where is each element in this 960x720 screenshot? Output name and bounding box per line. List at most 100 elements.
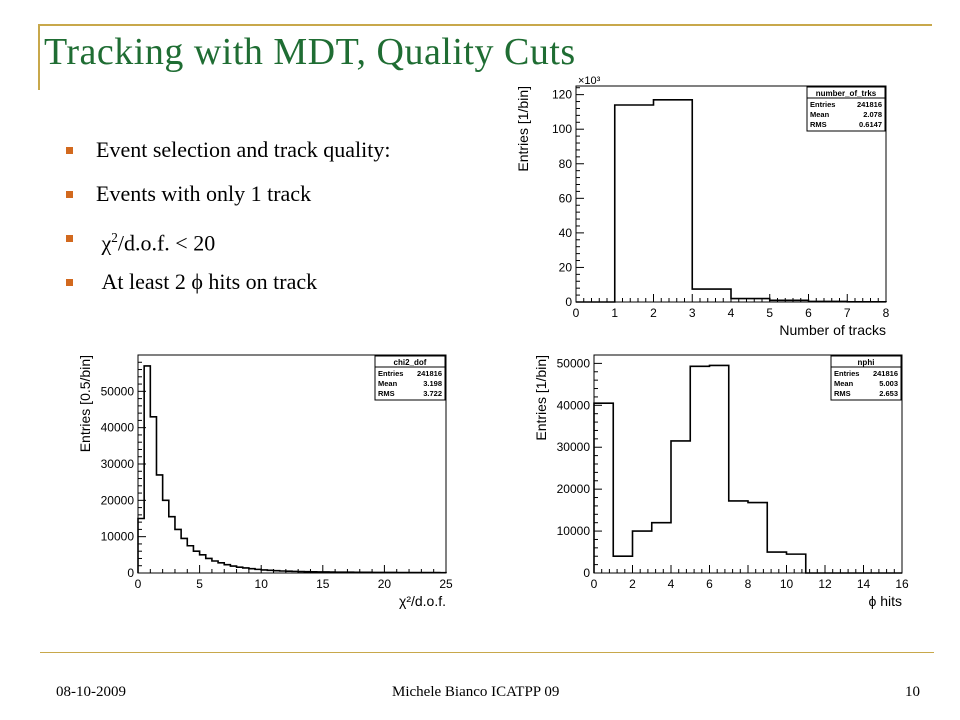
stats-value: 0.6147: [859, 120, 882, 129]
stats-key: RMS: [834, 389, 851, 398]
stats-title: number_of_trks: [816, 89, 877, 98]
y-tick-label: 30000: [101, 457, 135, 471]
y-tick-label: 0: [127, 566, 134, 580]
x-tick-label: 7: [844, 306, 851, 320]
stats-value: 241816: [873, 369, 898, 378]
stats-value: 2.078: [863, 110, 882, 119]
x-axis-label: χ²/d.o.f.: [399, 593, 446, 609]
x-tick-label: 10: [780, 577, 794, 591]
bullet-text: Events with only 1 track: [96, 181, 312, 206]
y-tick-label: 20000: [557, 482, 591, 496]
y-tick-label: 0: [583, 566, 590, 580]
histogram-phi-hits: 0 2 4 6 8 10 12 14 16 0 10000 20000 30000 40000 50000 ϕ…: [533, 354, 909, 609]
x-tick-label: 5: [196, 577, 203, 591]
histogram-chi2-dof: 0 5 10 15 20 25 0 10000 20000 30000 40000 50000 χ²/d…: [77, 354, 453, 609]
bullet-square-icon: [66, 279, 73, 286]
stats-key: Entries: [810, 100, 835, 109]
x-tick-label: 1: [611, 306, 618, 320]
y-tick-label: 80: [559, 157, 573, 171]
chi-symbol: χ: [101, 230, 112, 256]
y-axis-label: Entries [0.5/bin]: [77, 355, 93, 452]
y-tick-label: 40: [559, 226, 573, 240]
y-tick-label: 40000: [557, 398, 591, 412]
stats-box: [830, 355, 902, 401]
stats-key: Mean: [378, 379, 398, 388]
x-tick-label: 4: [728, 306, 735, 320]
title-accent-horizontal: [38, 24, 932, 26]
footer-date: 08-10-2009: [56, 684, 126, 700]
histogram-series-line: [593, 364, 902, 574]
page-number: 10: [905, 684, 920, 700]
y-tick-label: 30000: [557, 440, 591, 454]
x-tick-label: 4: [668, 577, 675, 591]
x-tick-label: 6: [805, 306, 812, 320]
footer-rule: [40, 652, 934, 653]
bullet-item: χ2/d.o.f. < 20: [66, 220, 390, 264]
bullet-square-icon: [66, 147, 73, 154]
x-tick-label: 8: [745, 577, 752, 591]
chi-superscript: 2: [111, 230, 118, 245]
y-tick-label: 100: [552, 122, 572, 136]
y-tick-label: 50000: [557, 356, 591, 370]
x-tick-label: 15: [316, 577, 330, 591]
x-axis-label: ϕ hits: [868, 593, 902, 609]
y-tick-label: 120: [552, 88, 572, 102]
stats-value: 5.003: [879, 379, 898, 388]
stats-key: Entries: [378, 369, 403, 378]
y-tick-label: 10000: [557, 524, 591, 538]
x-tick-label: 2: [650, 306, 657, 320]
bullet-item: Events with only 1 track: [66, 176, 390, 220]
x-tick-label: 6: [706, 577, 713, 591]
y-tick-label: 0: [565, 295, 572, 309]
title-accent-vertical: [38, 24, 40, 90]
x-tick-label: 14: [857, 577, 871, 591]
stats-box: [806, 86, 886, 132]
x-tick-label: 12: [818, 577, 832, 591]
x-tick-label: 20: [378, 577, 392, 591]
x-tick-label: 2: [629, 577, 636, 591]
stats-key: Entries: [834, 369, 859, 378]
y-tick-label: 20000: [101, 493, 135, 507]
stats-key: Mean: [810, 110, 830, 119]
stats-key: RMS: [810, 120, 827, 129]
y-tick-label: 50000: [101, 384, 135, 398]
stats-title: nphi: [858, 358, 875, 367]
x-tick-label: 0: [135, 577, 142, 591]
stats-box: [374, 355, 446, 401]
bullet-list: Event selection and track quality: Event…: [66, 132, 390, 308]
bullet-item: Event selection and track quality:: [66, 132, 390, 176]
y-multiplier-label: ×10³: [578, 75, 601, 87]
x-tick-label: 5: [766, 306, 773, 320]
x-axis-label: Number of tracks: [779, 322, 886, 338]
y-tick-label: 20: [559, 260, 573, 274]
x-tick-label: 16: [895, 577, 909, 591]
x-tick-label: 25: [439, 577, 453, 591]
x-tick-label: 0: [573, 306, 580, 320]
bullet-square-icon: [66, 235, 73, 242]
stats-value: 241816: [857, 100, 882, 109]
bullet-text: /d.o.f. < 20: [117, 230, 216, 256]
y-tick-label: 40000: [101, 421, 135, 435]
bullet-item: At least 2 ϕ hits on track: [66, 264, 390, 308]
stats-value: 241816: [417, 369, 442, 378]
bullet-square-icon: [66, 191, 73, 198]
x-tick-label: 10: [255, 577, 269, 591]
stats-title: chi2_dof: [394, 358, 427, 367]
x-tick-label: 0: [591, 577, 598, 591]
stats-value: 3.198: [423, 379, 442, 388]
stats-value: 3.722: [423, 389, 442, 398]
stats-value: 2.653: [879, 389, 898, 398]
footer-presenter: Michele Bianco ICATPP 09: [392, 684, 560, 700]
bullet-text: Event selection and track quality:: [96, 137, 391, 162]
x-tick-label: 3: [689, 306, 696, 320]
y-tick-label: 60: [559, 191, 573, 205]
slide-title: Tracking with MDT, Quality Cuts: [44, 31, 576, 73]
stats-key: RMS: [378, 389, 395, 398]
y-tick-label: 10000: [101, 530, 135, 544]
y-axis-label: Entries [1/bin]: [533, 355, 549, 441]
bullet-text: At least 2 ϕ hits on track: [101, 269, 318, 294]
stats-key: Mean: [834, 379, 854, 388]
x-tick-label: 8: [883, 306, 890, 320]
y-axis-label: Entries [1/bin]: [515, 86, 531, 172]
